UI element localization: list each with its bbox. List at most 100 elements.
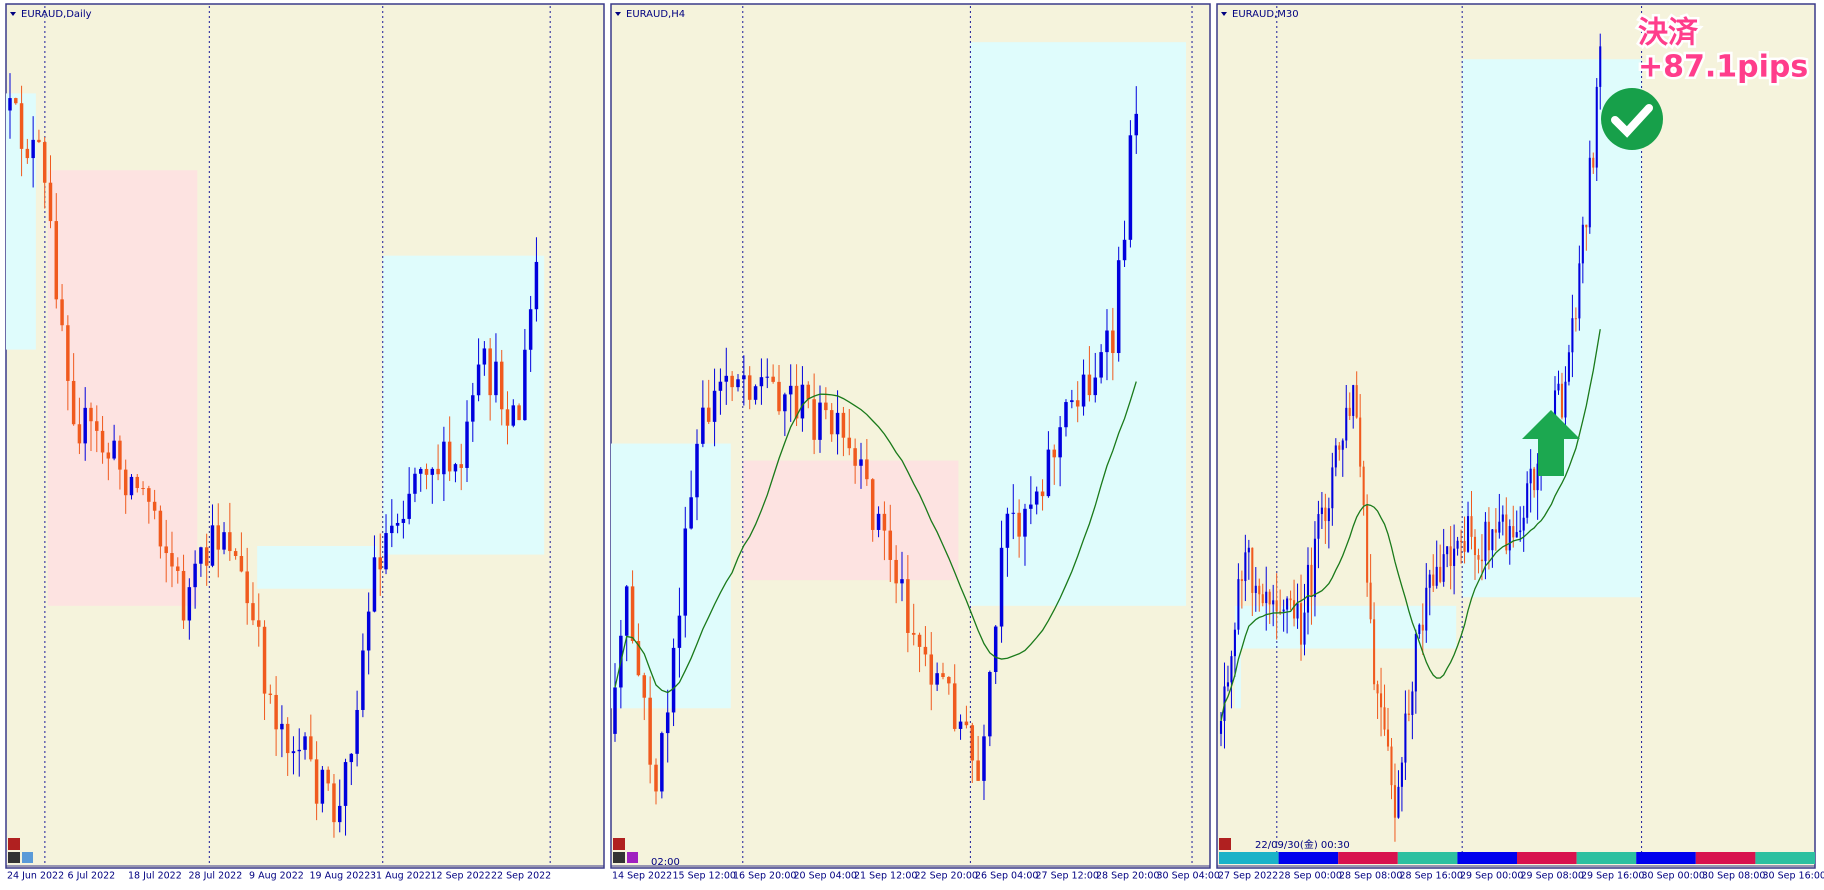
candle-body [730, 375, 734, 388]
x-tick-label: 22 Sep 20:00 [915, 871, 978, 882]
candle-body [1306, 564, 1310, 613]
candle-body [1233, 629, 1236, 657]
x-tick-label: 27 Sep 12:00 [1036, 871, 1099, 882]
annotation: +87.1pips [1638, 50, 1808, 85]
candle-body [1017, 512, 1021, 537]
candle-body [1005, 513, 1010, 548]
candle-body [193, 563, 197, 588]
candle-body [25, 148, 30, 159]
candle-body [665, 712, 670, 734]
candle-body [42, 142, 47, 183]
candle-body [14, 98, 18, 104]
candle-body [1327, 508, 1330, 522]
candle-body [297, 749, 301, 752]
zone [382, 255, 545, 555]
candle-body [268, 693, 273, 695]
candle-body [1564, 381, 1567, 418]
candle-body [1505, 514, 1508, 551]
candle-body [759, 377, 764, 387]
up-arrow [1522, 410, 1580, 476]
candle-body [1087, 374, 1092, 396]
candle-body [1425, 587, 1428, 631]
candle-body [1470, 516, 1473, 537]
candle-body [1296, 603, 1299, 619]
tool-icon [627, 852, 638, 863]
check-mark [1611, 104, 1653, 138]
candle-body [660, 733, 664, 792]
candle-body [222, 532, 226, 550]
candle-body [378, 557, 382, 570]
candle-body [1393, 785, 1397, 818]
candle-body [355, 709, 359, 754]
candle-body [1411, 691, 1414, 715]
candle-body [274, 694, 278, 730]
candle-body [771, 376, 775, 382]
candle-body [1421, 624, 1424, 631]
candle-body [1258, 585, 1261, 595]
candle-body [1390, 746, 1393, 786]
x-tick-label: 28 Sep 16:00 [1400, 871, 1463, 882]
zone [611, 443, 731, 709]
candle-body [1286, 598, 1289, 610]
zone [1462, 59, 1642, 598]
candle-body [233, 551, 238, 556]
x-tick-label: 22 Sep 2022 [491, 871, 551, 882]
x-tick-label: 14 Sep 2022 [612, 871, 672, 882]
candle-body [1498, 521, 1501, 533]
candle-body [1435, 566, 1438, 586]
candle-body [141, 488, 145, 490]
candle-body [442, 441, 446, 475]
candle-body [1279, 611, 1282, 613]
candle-body [1362, 466, 1365, 506]
check-badge [1601, 88, 1663, 150]
candle-body [523, 349, 527, 421]
candle-body [1599, 46, 1602, 87]
candle-body [1058, 427, 1062, 458]
candle-body [1404, 713, 1407, 763]
candle-body [1508, 526, 1511, 551]
x-tick-label: 28 Jul 2022 [189, 871, 243, 882]
candle-body [31, 139, 35, 159]
x-tick-label: 30 Sep 04:00 [1157, 871, 1220, 882]
close-icon [1219, 838, 1231, 850]
candle-body [1093, 377, 1098, 396]
chart-panel: EURAUD,Daily 24 Jun 2022 6 Jul 2022 18 Jul … [5, 3, 605, 882]
candle-body [624, 586, 629, 636]
candle-body [952, 683, 957, 729]
collapse-arrow [615, 12, 621, 16]
candle-body [806, 384, 811, 400]
candle-body [332, 783, 336, 823]
candle-body [476, 364, 481, 396]
chart-panel: EURAUD,H4 02:00 14 Sep 2022 15 Sep 12:0016 … [610, 3, 1220, 882]
candle-body [853, 448, 857, 466]
moving-average [1220, 329, 1601, 722]
candle-body [447, 441, 452, 472]
candle-body [129, 476, 134, 496]
candle-body [1526, 483, 1529, 518]
candle-body [1244, 552, 1247, 582]
candle-body [1574, 318, 1577, 320]
x-tick-label: 27 Sep 2022 [1218, 871, 1278, 882]
x-tick-label: 19 Aug 2022 [310, 871, 371, 882]
candle-body [1320, 507, 1323, 515]
x-tick-label: 29 Sep 16:00 [1581, 871, 1644, 882]
candle-body [1064, 402, 1068, 428]
candle-body [459, 464, 463, 468]
candle-body [753, 386, 758, 400]
candle-body [413, 473, 417, 494]
candle-body [66, 325, 70, 381]
candle-body [1386, 729, 1390, 747]
candle-body [494, 361, 498, 396]
candle-body [958, 721, 963, 729]
candle-body [941, 673, 945, 677]
session-bar [1219, 852, 1279, 864]
candle-body [228, 532, 232, 552]
candle-body [187, 587, 192, 621]
candle-body [181, 570, 186, 621]
candle-body [865, 459, 869, 480]
candle-body [630, 586, 635, 641]
candle-body [1519, 530, 1522, 533]
candle-body [642, 675, 647, 698]
zone [742, 460, 959, 581]
